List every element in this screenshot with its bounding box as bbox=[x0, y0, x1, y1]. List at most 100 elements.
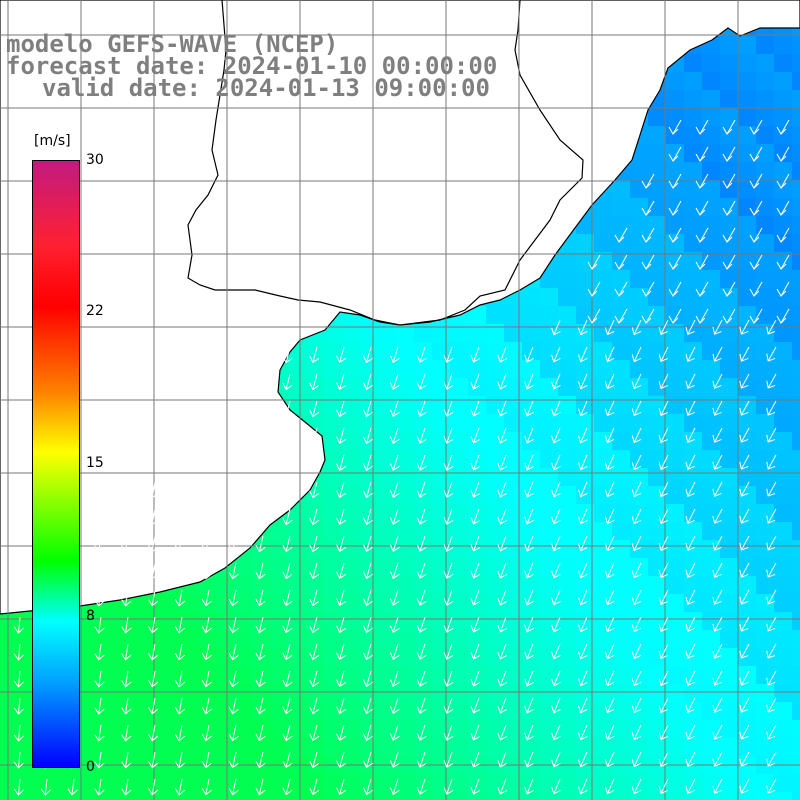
wind-arrow bbox=[551, 508, 561, 525]
title-valid-date: valid date: 2024-01-13 09:00:00 bbox=[42, 74, 490, 102]
wind-arrow bbox=[497, 508, 508, 525]
wind-arrow bbox=[685, 724, 696, 740]
wind-arrow bbox=[641, 308, 655, 324]
wind-arrow bbox=[362, 481, 373, 499]
wind-arrow bbox=[336, 562, 347, 580]
wind-arrow bbox=[631, 670, 642, 687]
wind-arrow bbox=[470, 346, 481, 363]
wind-arrow bbox=[389, 562, 400, 579]
wind-arrow bbox=[739, 373, 750, 389]
wind-arrow bbox=[524, 481, 534, 498]
wind-arrow bbox=[282, 508, 293, 526]
wind-arrow bbox=[524, 454, 534, 471]
wind-arrow bbox=[739, 778, 750, 794]
wind-arrow bbox=[658, 697, 669, 714]
wind-arrow bbox=[362, 670, 373, 688]
wind-arrow bbox=[577, 373, 588, 390]
wind-arrow bbox=[470, 454, 481, 471]
wind-arrow bbox=[766, 616, 777, 632]
wind-arrow bbox=[524, 427, 534, 444]
wind-arrow bbox=[201, 562, 212, 580]
wind-arrow bbox=[174, 562, 186, 580]
wind-arrow bbox=[67, 778, 78, 796]
wind-arrow bbox=[443, 751, 454, 768]
wind-arrow bbox=[668, 200, 682, 216]
wind-arrow bbox=[470, 427, 481, 444]
wind-arrow bbox=[443, 373, 454, 390]
wind-arrow bbox=[497, 670, 508, 687]
wind-arrow bbox=[685, 589, 696, 605]
wind-arrow bbox=[148, 535, 159, 553]
wind-arrow bbox=[228, 643, 239, 661]
wind-arrow bbox=[604, 508, 615, 525]
wind-arrow bbox=[712, 427, 723, 443]
wind-arrow bbox=[94, 589, 105, 607]
wind-arrow bbox=[551, 535, 561, 552]
wind-arrow bbox=[497, 454, 508, 471]
wind-arrow bbox=[470, 373, 481, 390]
wind-arrow bbox=[497, 697, 508, 714]
wind-arrow bbox=[722, 254, 736, 270]
wind-arrow bbox=[389, 373, 400, 390]
wind-arrow bbox=[94, 751, 105, 769]
wind-arrow bbox=[497, 778, 508, 795]
wind-arrow bbox=[443, 778, 454, 795]
wind-arrow bbox=[631, 724, 642, 741]
wind-arrow bbox=[336, 454, 347, 472]
wind-arrow bbox=[739, 346, 750, 362]
wind-arrow bbox=[309, 616, 320, 634]
wind-arrow bbox=[94, 535, 105, 553]
wind-arrow bbox=[282, 562, 293, 580]
wind-arrow bbox=[121, 697, 132, 715]
wind-arrow bbox=[282, 751, 293, 769]
wind-arrow bbox=[309, 454, 320, 472]
wind-arrow bbox=[631, 481, 642, 498]
wind-arrow bbox=[749, 308, 763, 324]
wind-arrow bbox=[712, 616, 723, 632]
wind-arrows bbox=[13, 119, 790, 796]
wind-arrow bbox=[766, 724, 777, 740]
wind-arrow bbox=[668, 254, 682, 270]
wind-arrow bbox=[201, 535, 212, 553]
wind-arrow bbox=[776, 119, 790, 135]
wind-arrow bbox=[282, 373, 293, 391]
wind-arrow bbox=[470, 508, 481, 525]
wind-arrow bbox=[201, 724, 212, 742]
wind-arrow bbox=[749, 254, 763, 270]
wind-arrow bbox=[658, 346, 669, 363]
wind-arrow bbox=[255, 616, 266, 634]
wind-arrow bbox=[685, 697, 696, 713]
wind-arrow bbox=[497, 751, 508, 768]
wind-arrow bbox=[416, 751, 427, 768]
wind-arrow bbox=[658, 535, 669, 552]
wind-arrow bbox=[604, 589, 615, 606]
wind-arrow bbox=[309, 589, 320, 607]
wind-arrow bbox=[577, 346, 588, 363]
wind-arrow bbox=[577, 400, 588, 417]
wind-arrow bbox=[712, 562, 723, 578]
wind-arrow bbox=[604, 697, 615, 714]
wind-arrow bbox=[524, 508, 534, 525]
wind-arrow bbox=[712, 589, 723, 605]
wind-arrow bbox=[255, 643, 266, 661]
wind-arrow bbox=[336, 697, 347, 715]
wind-arrow bbox=[174, 778, 186, 796]
wind-arrow bbox=[443, 454, 454, 471]
wind-arrow bbox=[362, 643, 373, 661]
wind-arrow bbox=[577, 454, 588, 471]
wind-arrow bbox=[577, 697, 588, 714]
wind-arrow bbox=[712, 724, 723, 740]
wind-arrow bbox=[255, 778, 266, 796]
wind-arrow bbox=[766, 481, 777, 497]
wind-arrow bbox=[416, 697, 427, 714]
wind-arrow bbox=[524, 589, 534, 606]
wind-arrow bbox=[13, 670, 25, 688]
wind-arrow bbox=[604, 400, 615, 417]
wind-arrow bbox=[336, 724, 347, 742]
wind-arrow bbox=[201, 643, 212, 661]
wind-arrow bbox=[604, 427, 615, 444]
wind-arrow bbox=[658, 373, 669, 390]
wind-arrow bbox=[641, 254, 655, 270]
wind-arrow bbox=[389, 589, 400, 606]
wind-arrow bbox=[228, 535, 239, 553]
